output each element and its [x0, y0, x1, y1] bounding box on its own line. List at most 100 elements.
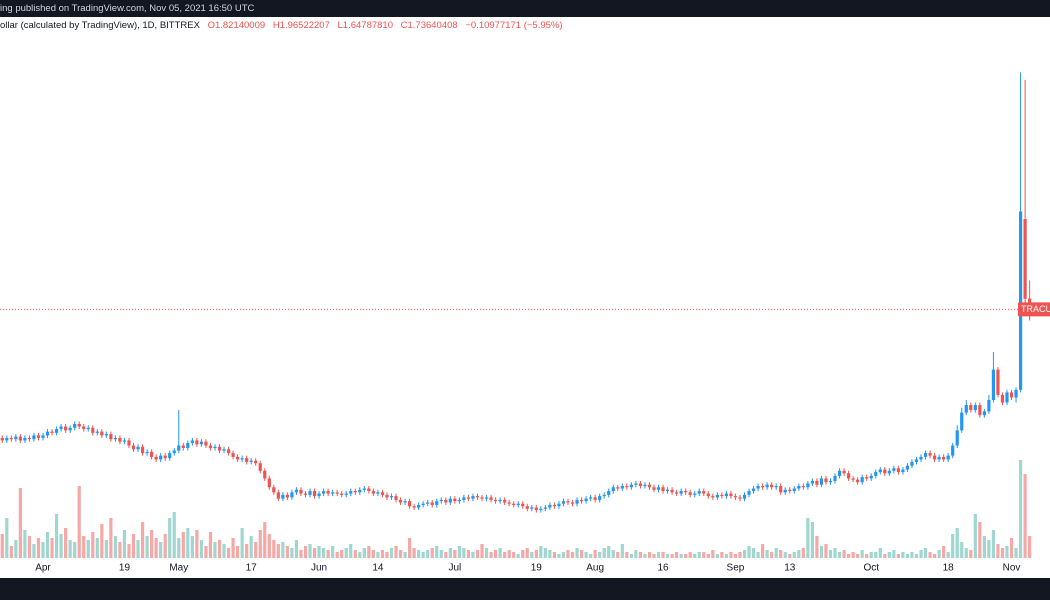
volume-bar	[1014, 548, 1018, 558]
candle-body	[919, 456, 923, 460]
candle-body	[471, 496, 475, 499]
volume-bar	[711, 550, 715, 558]
volume-bar	[503, 552, 507, 558]
candle-body	[475, 496, 480, 498]
x-tick-label: 14	[372, 563, 384, 574]
candle-body	[195, 440, 199, 445]
volume-bar	[430, 548, 434, 558]
volume-bar	[213, 542, 217, 558]
volume-bar	[272, 540, 276, 558]
volume-bar	[616, 552, 620, 558]
volume-bar	[598, 552, 602, 558]
volume-bar	[638, 552, 643, 558]
volume-bar	[914, 554, 919, 558]
volume-bar	[570, 552, 575, 558]
candle-body	[598, 496, 602, 500]
volume-bar	[828, 550, 833, 558]
candle-body	[534, 507, 538, 511]
volume-bar	[851, 552, 855, 558]
candle-body	[828, 480, 833, 483]
candle-body	[159, 455, 163, 460]
candle-body	[154, 456, 158, 460]
volume-bar	[263, 522, 267, 558]
volume-bar	[548, 550, 552, 558]
candle-body	[846, 473, 851, 479]
candle-body	[661, 487, 665, 492]
x-tick-label: May	[169, 563, 188, 574]
volume-bar	[54, 514, 59, 558]
candle-body	[665, 489, 670, 492]
volume-bar	[407, 538, 412, 558]
candle-body	[792, 488, 796, 492]
volume-bar	[353, 550, 357, 558]
volume-bar	[163, 534, 167, 558]
candle-body	[349, 491, 353, 494]
candle-body	[878, 469, 882, 473]
volume-bar	[806, 518, 810, 558]
volume-bar	[973, 514, 977, 558]
volume-bar	[240, 528, 244, 558]
volume-bar	[1005, 546, 1009, 558]
candle-body	[435, 501, 439, 505]
candle-body	[801, 485, 805, 488]
candle-body	[45, 431, 50, 436]
candle-body	[833, 475, 837, 481]
candle-body	[335, 492, 339, 494]
x-tick-label: Sep	[727, 563, 745, 574]
candle-body	[417, 504, 421, 508]
x-tick-label: Jul	[448, 563, 461, 574]
candle-body	[584, 498, 588, 502]
candle-body	[914, 459, 919, 462]
volume-bar	[720, 552, 724, 558]
candle-body	[702, 491, 706, 494]
candle-body	[1014, 389, 1018, 398]
volume-bar	[199, 540, 204, 558]
candle-body	[865, 477, 869, 479]
volume-bar	[385, 552, 389, 558]
volume-bar	[557, 554, 561, 558]
volume-bar	[380, 550, 385, 558]
candle-body	[552, 504, 557, 507]
candle-body	[697, 491, 701, 494]
volume-bar	[697, 552, 701, 558]
candle-body	[285, 494, 289, 498]
top-bar: ing published on TradingView.com, Nov 05…	[0, 0, 1050, 17]
candle-body	[652, 487, 656, 490]
candle-body	[629, 484, 633, 488]
volume-bar	[290, 548, 294, 558]
volume-bar	[326, 550, 330, 558]
volume-bar	[462, 548, 466, 558]
volume-bar	[996, 544, 1000, 558]
candle-body	[177, 445, 181, 451]
candle-body	[258, 463, 262, 471]
volume-bar	[475, 550, 480, 558]
volume-bar	[32, 544, 36, 558]
candle-body	[208, 445, 213, 449]
volume-bar	[883, 554, 887, 558]
candle-body	[824, 478, 828, 483]
volume-bar	[439, 550, 443, 558]
volume-bar	[444, 552, 448, 558]
symbol-legend: ollar (calculated by TradingView), 1D, B…	[0, 20, 563, 31]
volume-bar	[629, 554, 633, 558]
candle-body	[720, 494, 724, 497]
candle-body	[1023, 219, 1027, 299]
candle-body	[634, 483, 638, 485]
candle-body	[484, 497, 489, 499]
candle-body	[41, 435, 45, 438]
volume-bar	[14, 540, 18, 558]
candle-body	[131, 445, 136, 450]
candle-body	[68, 427, 72, 431]
volume-bar	[942, 546, 946, 558]
candle-body	[751, 488, 756, 492]
volume-bar	[394, 546, 398, 558]
candle-body	[27, 437, 32, 440]
x-tick-label: 19	[119, 563, 131, 574]
volume-bar	[869, 552, 873, 558]
volume-bar	[109, 518, 113, 558]
candle-body	[59, 426, 63, 430]
candle-body	[937, 456, 941, 460]
candle-body	[426, 502, 430, 504]
volume-bar	[634, 550, 638, 558]
change-text: −0.10977171 (−5.95%)	[465, 20, 563, 31]
